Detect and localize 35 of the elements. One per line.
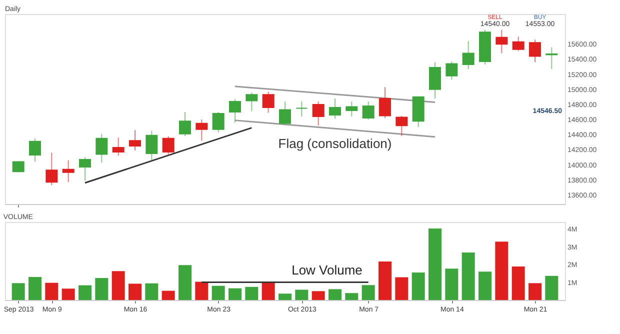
bar [328, 289, 342, 300]
bar [212, 286, 225, 300]
bar [378, 262, 392, 300]
bar [78, 285, 92, 300]
bar [295, 290, 308, 300]
bar [245, 286, 258, 300]
bar [128, 284, 142, 300]
bar [462, 252, 475, 300]
annotation: Flag (consolidation) [278, 136, 392, 151]
bar [478, 272, 492, 300]
bar [262, 282, 275, 300]
bar [412, 272, 425, 300]
bar [428, 228, 442, 300]
bar [445, 268, 458, 300]
bar [28, 276, 42, 300]
bar [62, 288, 75, 300]
bar [178, 265, 192, 300]
bar [95, 278, 108, 300]
bar [395, 277, 408, 300]
bar [512, 266, 525, 300]
bar [345, 293, 358, 300]
bar [195, 282, 208, 300]
bar [112, 271, 125, 300]
bar [278, 294, 292, 300]
bar [312, 291, 325, 300]
bar [528, 283, 542, 300]
bar [162, 290, 175, 300]
annotation: Low Volume [292, 262, 362, 278]
bar [45, 282, 58, 300]
bar [12, 283, 25, 300]
bar [495, 242, 508, 300]
bar [362, 285, 375, 300]
bar [545, 276, 558, 300]
bar [228, 288, 242, 300]
bar [145, 283, 158, 300]
